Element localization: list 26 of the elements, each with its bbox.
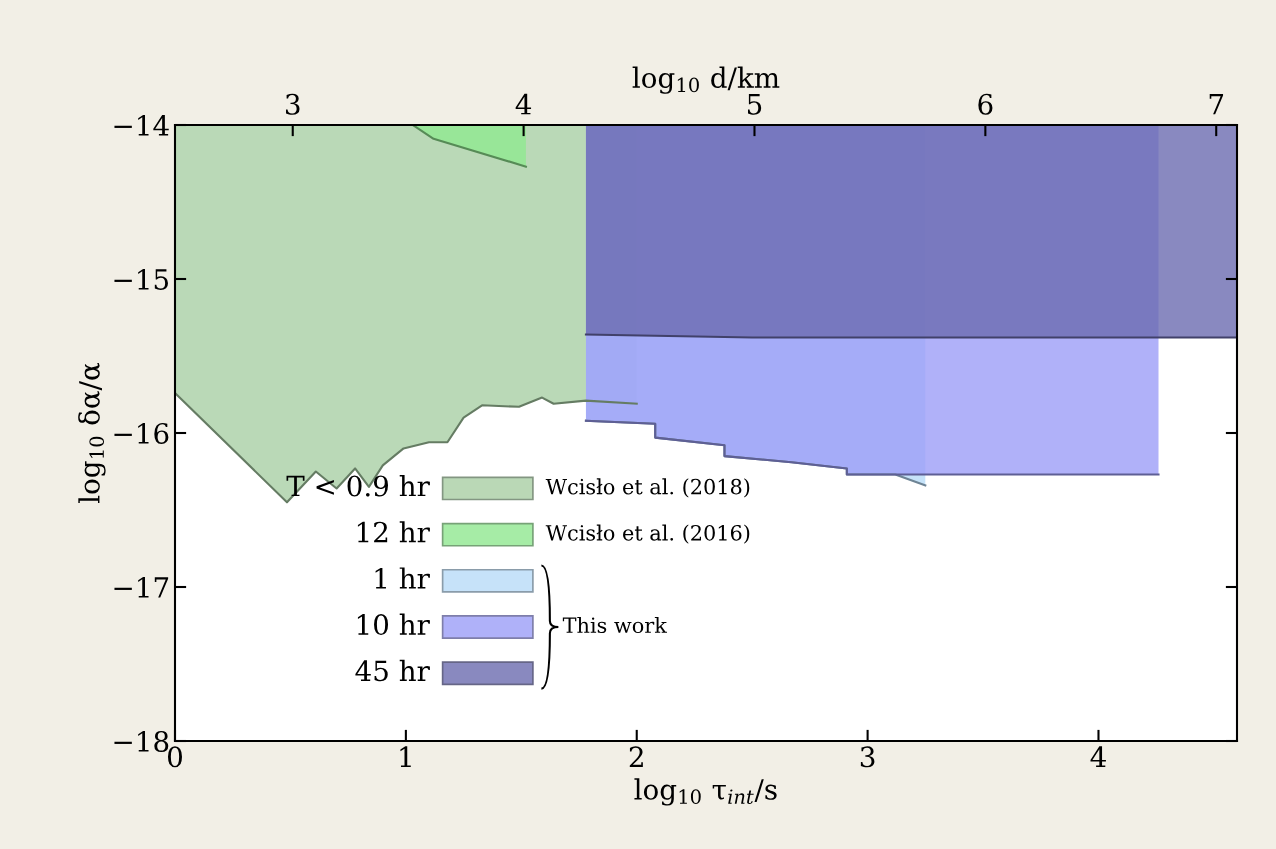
legend-label: 10 hr — [357, 613, 430, 636]
legend-label: 12 hr — [357, 521, 430, 543]
x-tick-label: 3 — [860, 746, 875, 768]
legend-label: 45 hr — [355, 659, 430, 682]
legend-label: 1 hr — [375, 567, 430, 589]
annotation: Wcisło et al. (2016) — [545, 524, 750, 544]
x-tick-label: 1 — [400, 746, 411, 767]
y-tick-label: −17 — [114, 576, 169, 598]
y-axis-title: log$_{10}$ δα/α — [78, 363, 106, 504]
x-axis-title: log$_{10}$ τ$_{int}$/s — [634, 778, 777, 806]
y-tick-label: −16 — [114, 422, 169, 444]
annotation: Wcisło et al. (2018) — [545, 478, 750, 498]
x2-axis-title: log$_{10}$ d/km — [632, 66, 780, 94]
x-tick-label: 2 — [629, 746, 643, 767]
x-tick-label: 0 — [167, 746, 182, 768]
x2-tick-label: 7 — [1209, 94, 1224, 115]
annotation: This work — [562, 616, 668, 634]
y-tick-label: −15 — [114, 268, 168, 290]
x-tick-label: 4 — [1090, 746, 1106, 767]
y-tick-label: −18 — [114, 730, 169, 752]
x2-tick-label: 6 — [978, 93, 993, 115]
y-tick-label: −14 — [114, 114, 169, 136]
x2-tick-label: 4 — [515, 93, 532, 115]
x2-tick-label: 3 — [286, 93, 300, 115]
legend-label: T < 0.9 hr — [286, 475, 430, 497]
x2-tick-label: 5 — [748, 94, 762, 115]
